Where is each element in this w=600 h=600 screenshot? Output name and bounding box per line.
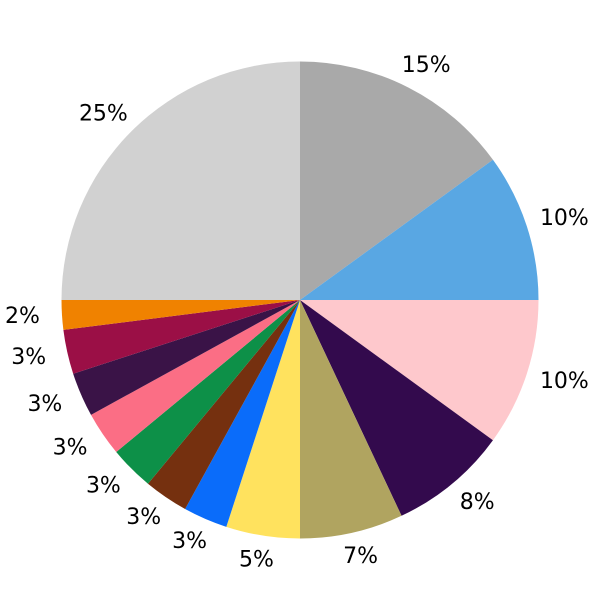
pie-slice-label: 3% (86, 474, 121, 499)
pie-slice-label: 3% (172, 529, 207, 554)
pie-slice-brown (147, 300, 300, 509)
pie-slice-label: 3% (27, 392, 62, 417)
pie-slice-label: 3% (11, 345, 46, 370)
pie-slice-rose (91, 300, 300, 453)
pie-slice-label: 8% (460, 490, 495, 515)
pie-slice-label: 3% (53, 435, 88, 460)
pie-slice-label: 2% (5, 304, 40, 329)
pie-slice-label: 25% (79, 102, 128, 127)
pie-slice-maroon (63, 300, 300, 374)
pie-slice-light-gray (61, 61, 300, 300)
pie-slice-gray (300, 61, 493, 300)
pie-slice-bright-blue (185, 300, 300, 527)
pie-slice-label: 10% (540, 206, 589, 231)
pie-slice-dark-khaki (300, 300, 402, 539)
pie-slice-yellow (226, 300, 300, 539)
pie-slice-pink (300, 300, 539, 441)
pie-slice-deep-purple (300, 300, 493, 516)
pie-slice-label: 5% (239, 547, 274, 572)
pie-slice-label: 3% (126, 505, 161, 530)
pie-slice-green (116, 300, 300, 484)
pie-slice-label: 7% (343, 544, 378, 569)
pie-slice-orange (61, 300, 300, 330)
pie-slice-label: 10% (540, 369, 589, 394)
pie-slice-sky-blue (300, 159, 539, 300)
pie-slice-dark-plum (73, 300, 300, 415)
pie-slice-label: 15% (402, 53, 451, 78)
